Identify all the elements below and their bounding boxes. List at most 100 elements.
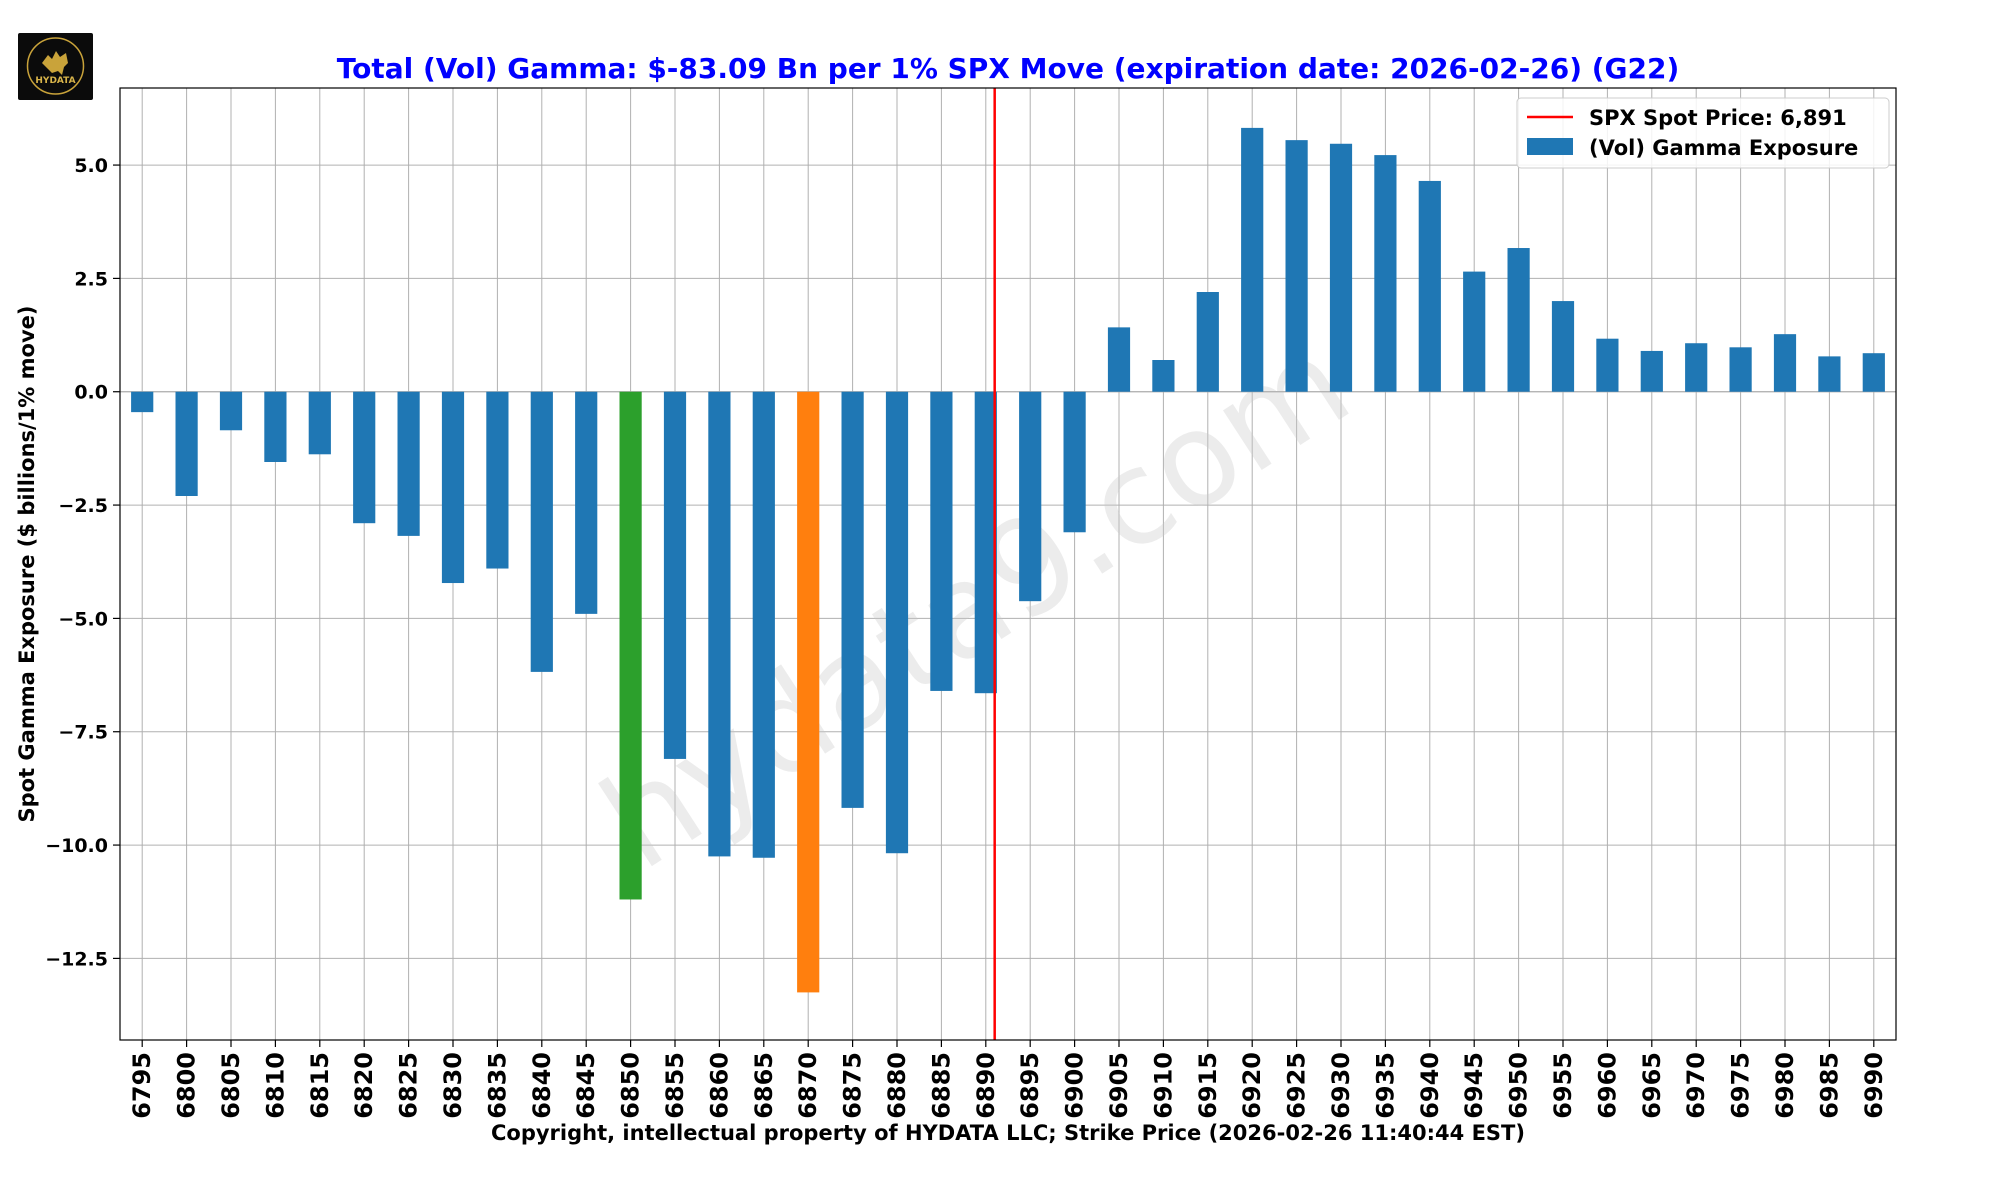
x-tick-label: 6875 [839,1052,867,1119]
x-tick-label: 6930 [1327,1052,1355,1119]
bar-6990 [1862,353,1885,392]
y-tick-label: −2.5 [58,495,108,517]
y-axis-ticks: 5.0 2.5 0.0 −2.5 −5.0 −7.5 −10.0 −12.5 [45,155,120,970]
bar-6875 [841,391,864,808]
legend-bar-label: (Vol) Gamma Exposure [1589,136,1858,160]
bar-6975 [1729,347,1752,392]
bar-6900 [1063,391,1086,533]
x-tick-label: 6905 [1105,1052,1133,1119]
bar-6865 [752,391,775,858]
bar-6935 [1374,155,1397,392]
bar-6980 [1773,334,1797,392]
legend-bar-swatch [1527,138,1573,155]
bar-6825 [397,391,420,536]
x-tick-label: 6990 [1860,1052,1888,1119]
x-tick-label: 6870 [794,1052,822,1119]
y-tick-label: 2.5 [74,268,108,290]
bar-6880 [885,391,909,854]
bar-6920 [1241,127,1264,392]
bar-6965 [1640,350,1663,392]
bar-6835 [486,391,509,569]
bar-6955 [1551,301,1575,392]
x-tick-label: 6825 [395,1052,423,1119]
x-tick-label: 6955 [1549,1052,1577,1119]
bar-6940 [1418,180,1441,392]
bar-6930 [1329,143,1353,392]
bar-6795 [131,391,154,413]
x-tick-label: 6910 [1149,1052,1177,1119]
y-tick-label: −10.0 [45,835,108,857]
x-tick-label: 6820 [350,1052,378,1119]
x-tick-label: 6975 [1727,1052,1755,1119]
bar-6870 [797,391,820,993]
bar-6830 [441,391,465,584]
bar-6855 [663,391,687,759]
bar-6910 [1152,360,1175,392]
x-tick-label: 6885 [927,1052,955,1119]
x-tick-label: 6835 [483,1052,511,1119]
x-tick-label: 6815 [306,1052,334,1119]
plot-frame [119,87,1897,1041]
x-axis-ticks: 6795 6800 6805 6810 6815 6820 6825 6830 6835 6840… [128,1040,1888,1119]
x-tick-label: 6890 [972,1052,1000,1119]
bar-6885 [930,391,953,691]
x-tick-label: 6960 [1593,1052,1621,1119]
x-tick-label: 6920 [1238,1052,1266,1119]
x-tick-label: 6935 [1371,1052,1399,1119]
x-tick-label: 6865 [750,1052,778,1119]
x-tick-label: 6985 [1815,1052,1843,1119]
legend-spot-label: SPX Spot Price: 6,891 [1589,106,1847,130]
bar-6890 [974,391,997,694]
x-tick-label: 6845 [572,1052,600,1119]
x-tick-label: 6970 [1682,1052,1710,1119]
x-tick-label: 6940 [1416,1052,1444,1119]
x-tick-label: 6980 [1771,1052,1799,1119]
bar-6895 [1019,391,1042,602]
x-tick-label: 6805 [217,1052,245,1119]
bar-6805 [219,391,243,431]
bar-6815 [308,391,331,455]
bar-6985 [1818,356,1841,392]
x-tick-label: 6880 [883,1052,911,1119]
bar-6845 [575,391,598,614]
bar-6840 [530,391,553,672]
bar-6950 [1507,248,1530,392]
y-axis-label: Spot Gamma Exposure ($ billions/1% move) [15,306,39,823]
x-tick-label: 6925 [1283,1052,1311,1119]
x-tick-label: 6900 [1061,1052,1089,1119]
x-tick-label: 6915 [1194,1052,1222,1119]
x-tick-label: 6840 [528,1052,556,1119]
bar-6860 [708,391,731,857]
bar-6800 [175,391,198,496]
bar-6970 [1685,343,1708,392]
y-tick-label: 0.0 [74,382,108,404]
y-tick-label: 5.0 [74,155,108,177]
bar-6850 [619,391,642,900]
bar-6905 [1107,327,1131,392]
x-tick-label: 6945 [1460,1052,1488,1119]
bull-icon [42,51,68,75]
legend-box [1516,97,1890,169]
x-tick-label: 6860 [705,1052,733,1119]
logo-graphic: HYDATA [26,37,85,95]
x-tick-label: 6855 [661,1052,689,1119]
y-tick-label: −5.0 [58,608,108,630]
bar-6960 [1596,338,1619,392]
x-tick-label: 6830 [439,1052,467,1119]
y-tick-label: −7.5 [58,722,108,744]
chart-title: Total (Vol) Gamma: $-83.09 Bn per 1% SPX… [337,52,1680,85]
hydata-logo: HYDATA [18,33,93,100]
logo-text: HYDATA [35,76,75,86]
legend: SPX Spot Price: 6,891 (Vol) Gamma Exposu… [1516,97,1890,169]
x-tick-label: 6800 [173,1052,201,1119]
x-tick-label: 6850 [617,1052,645,1119]
x-tick-label: 6810 [261,1052,289,1119]
x-tick-label: 6795 [128,1052,156,1119]
x-tick-label: 6895 [1016,1052,1044,1119]
bar-6810 [264,391,287,462]
bar-series [131,127,1885,993]
x-tick-label: 6965 [1638,1052,1666,1119]
x-tick-label: 6950 [1505,1052,1533,1119]
y-tick-label: −12.5 [45,948,108,970]
